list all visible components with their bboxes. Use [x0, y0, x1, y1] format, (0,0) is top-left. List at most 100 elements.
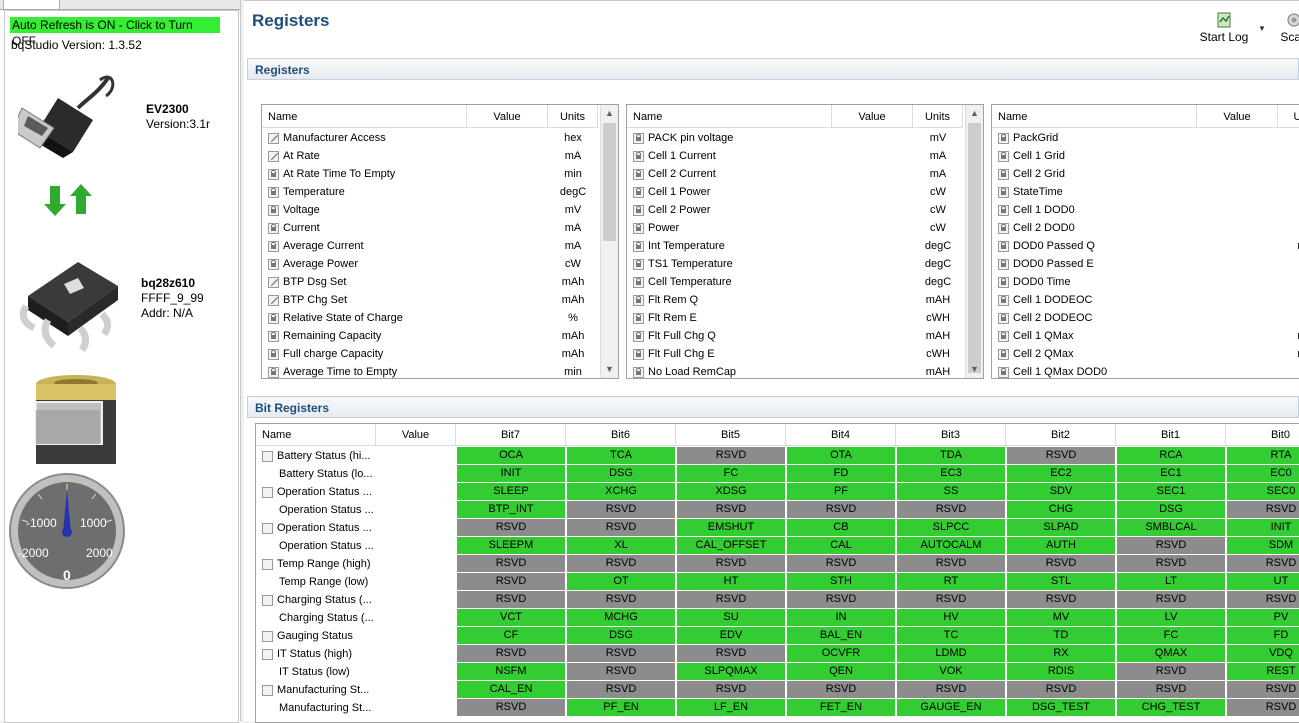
bit-cell-pf_en[interactable]: PF_EN	[567, 699, 676, 716]
register-row[interactable]: Cell 2 Power cW	[627, 201, 983, 219]
bit-cell-rsvd[interactable]: RSVD	[567, 501, 676, 518]
register-row[interactable]: Cell 1 DOD0	[992, 201, 1299, 219]
auto-refresh-toggle[interactable]: Auto Refresh is ON - Click to Turn OFF	[10, 17, 220, 48]
register-row[interactable]: Cell 1 QMax m	[992, 327, 1299, 345]
bit-cell-qmax[interactable]: QMAX	[1117, 645, 1226, 662]
bit-cell-rsvd[interactable]: RSVD	[787, 555, 896, 572]
bit-cell-dsg[interactable]: DSG	[567, 627, 676, 644]
bit-cell-rsvd[interactable]: RSVD	[1227, 699, 1299, 716]
bit-cell-fc[interactable]: FC	[677, 465, 786, 482]
bit-column-header-bit6[interactable]: Bit6	[566, 424, 676, 446]
register-row[interactable]: DOD0 Time h	[992, 273, 1299, 291]
register-row[interactable]: Average Time to Empty min	[262, 363, 618, 378]
register-row[interactable]: Temperature degC	[262, 183, 618, 201]
column-header-units[interactable]: U	[1278, 105, 1299, 128]
bit-cell-su[interactable]: SU	[677, 609, 786, 626]
bit-cell-rsvd[interactable]: RSVD	[1007, 447, 1116, 464]
column-header-units[interactable]: Units	[548, 105, 598, 128]
register-row[interactable]: Cell 2 QMax m	[992, 345, 1299, 363]
bit-cell-stl[interactable]: STL	[1007, 573, 1116, 590]
register-row[interactable]: Cell 1 Power cW	[627, 183, 983, 201]
bit-cell-cb[interactable]: CB	[787, 519, 896, 536]
bit-cell-oca[interactable]: OCA	[457, 447, 566, 464]
bit-cell-ocvfr[interactable]: OCVFR	[787, 645, 896, 662]
bit-column-header-value[interactable]: Value	[376, 424, 456, 446]
scrollbar-thumb[interactable]	[968, 123, 981, 373]
bit-cell-ldmd[interactable]: LDMD	[897, 645, 1006, 662]
scrollbar-thumb[interactable]	[603, 123, 616, 241]
register-row[interactable]: Cell 2 DOD0	[992, 219, 1299, 237]
bit-column-header-bit4[interactable]: Bit4	[786, 424, 896, 446]
bit-cell-rest[interactable]: REST	[1227, 663, 1299, 680]
bit-cell-edv[interactable]: EDV	[677, 627, 786, 644]
bit-cell-rsvd[interactable]: RSVD	[677, 501, 786, 518]
bit-cell-rsvd[interactable]: RSVD	[677, 555, 786, 572]
bit-cell-mv[interactable]: MV	[1007, 609, 1116, 626]
bit-cell-btp_int[interactable]: BTP_INT	[457, 501, 566, 518]
register-row[interactable]: Relative State of Charge%	[262, 309, 618, 327]
start-log-button[interactable]: Start Log	[1196, 12, 1252, 44]
bit-cell-smblcal[interactable]: SMBLCAL	[1117, 519, 1226, 536]
register-row[interactable]: TS1 Temperature degC	[627, 255, 983, 273]
column-header-value[interactable]: Value	[1197, 105, 1278, 128]
bit-cell-cal_offset[interactable]: CAL_OFFSET	[677, 537, 786, 554]
bit-cell-vct[interactable]: VCT	[457, 609, 566, 626]
bit-cell-rsvd[interactable]: RSVD	[677, 447, 786, 464]
bit-cell-xchg[interactable]: XCHG	[567, 483, 676, 500]
register-row[interactable]: BTP Dsg Set mAh	[262, 273, 618, 291]
register-row[interactable]: Cell 1 DODEOC	[992, 291, 1299, 309]
column-header-name[interactable]: Name	[262, 105, 467, 128]
bit-cell-xdsg[interactable]: XDSG	[677, 483, 786, 500]
bit-cell-cal[interactable]: CAL	[787, 537, 896, 554]
bit-cell-rsvd[interactable]: RSVD	[1007, 555, 1116, 572]
register-row[interactable]: DOD0 Passed E c	[992, 255, 1299, 273]
bit-cell-ot[interactable]: OT	[567, 573, 676, 590]
register-row[interactable]: Flt Rem E cWH	[627, 309, 983, 327]
bit-cell-rt[interactable]: RT	[897, 573, 1006, 590]
column-header-units[interactable]: Units	[913, 105, 963, 128]
start-log-dropdown-icon[interactable]: ▼	[1258, 24, 1266, 33]
register-row[interactable]: Average Power cW	[262, 255, 618, 273]
bit-cell-rsvd[interactable]: RSVD	[457, 699, 566, 716]
bit-cell-rsvd[interactable]: RSVD	[677, 645, 786, 662]
bit-cell-chg[interactable]: CHG	[1007, 501, 1116, 518]
bit-cell-xl[interactable]: XL	[567, 537, 676, 554]
bit-cell-ec0[interactable]: EC0	[1227, 465, 1299, 482]
bit-cell-td[interactable]: TD	[1007, 627, 1116, 644]
register-row[interactable]: At Rate mA	[262, 147, 618, 165]
bit-cell-rsvd[interactable]: RSVD	[567, 555, 676, 572]
bit-cell-sleepm[interactable]: SLEEPM	[457, 537, 566, 554]
bit-cell-vdq[interactable]: VDQ	[1227, 645, 1299, 662]
register-row[interactable]: PackGrid	[992, 129, 1299, 147]
bit-column-header-bit5[interactable]: Bit5	[676, 424, 786, 446]
bit-cell-rsvd[interactable]: RSVD	[567, 591, 676, 608]
bit-cell-tc[interactable]: TC	[897, 627, 1006, 644]
register-row[interactable]: Flt Full Chg Q mAH	[627, 327, 983, 345]
scroll-up-icon[interactable]: ▲	[970, 108, 979, 118]
bit-cell-hv[interactable]: HV	[897, 609, 1006, 626]
scroll-down-icon[interactable]: ▼	[605, 364, 614, 374]
bit-cell-rsvd[interactable]: RSVD	[1227, 555, 1299, 572]
bit-cell-rdis[interactable]: RDIS	[1007, 663, 1116, 680]
bit-cell-in[interactable]: IN	[787, 609, 896, 626]
bit-cell-pv[interactable]: PV	[1227, 609, 1299, 626]
bit-cell-sdv[interactable]: SDV	[1007, 483, 1116, 500]
bit-cell-rsvd[interactable]: RSVD	[787, 501, 896, 518]
bit-cell-rsvd[interactable]: RSVD	[567, 519, 676, 536]
bit-cell-sleep[interactable]: SLEEP	[457, 483, 566, 500]
scroll-down-icon[interactable]: ▼	[970, 364, 979, 374]
register-row[interactable]: DOD0 Passed Q m	[992, 237, 1299, 255]
register-row[interactable]: At Rate Time To Empty min	[262, 165, 618, 183]
register-row[interactable]: Remaining Capacity mAh	[262, 327, 618, 345]
bit-cell-rsvd[interactable]: RSVD	[457, 555, 566, 572]
bit-cell-dsg[interactable]: DSG	[1117, 501, 1226, 518]
bit-cell-ec1[interactable]: EC1	[1117, 465, 1226, 482]
bit-cell-rsvd[interactable]: RSVD	[1117, 537, 1226, 554]
bit-cell-fd[interactable]: FD	[787, 465, 896, 482]
bit-cell-sth[interactable]: STH	[787, 573, 896, 590]
bit-column-header-bit2[interactable]: Bit2	[1006, 424, 1116, 446]
bit-column-header-bit7[interactable]: Bit7	[456, 424, 566, 446]
bit-cell-rsvd[interactable]: RSVD	[1117, 591, 1226, 608]
bit-cell-lf_en[interactable]: LF_EN	[677, 699, 786, 716]
bit-cell-rsvd[interactable]: RSVD	[1117, 555, 1226, 572]
